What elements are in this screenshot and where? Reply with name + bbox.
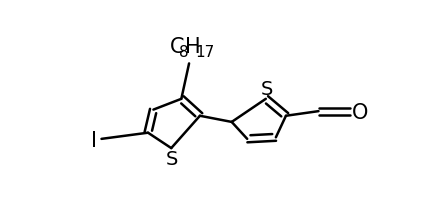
- Text: I: I: [91, 131, 97, 151]
- Text: O: O: [352, 102, 369, 122]
- Text: H: H: [185, 37, 201, 57]
- Text: C: C: [170, 37, 184, 57]
- Text: 8: 8: [179, 44, 189, 59]
- Text: S: S: [260, 80, 273, 99]
- Text: S: S: [166, 149, 178, 168]
- Text: 17: 17: [195, 44, 215, 59]
